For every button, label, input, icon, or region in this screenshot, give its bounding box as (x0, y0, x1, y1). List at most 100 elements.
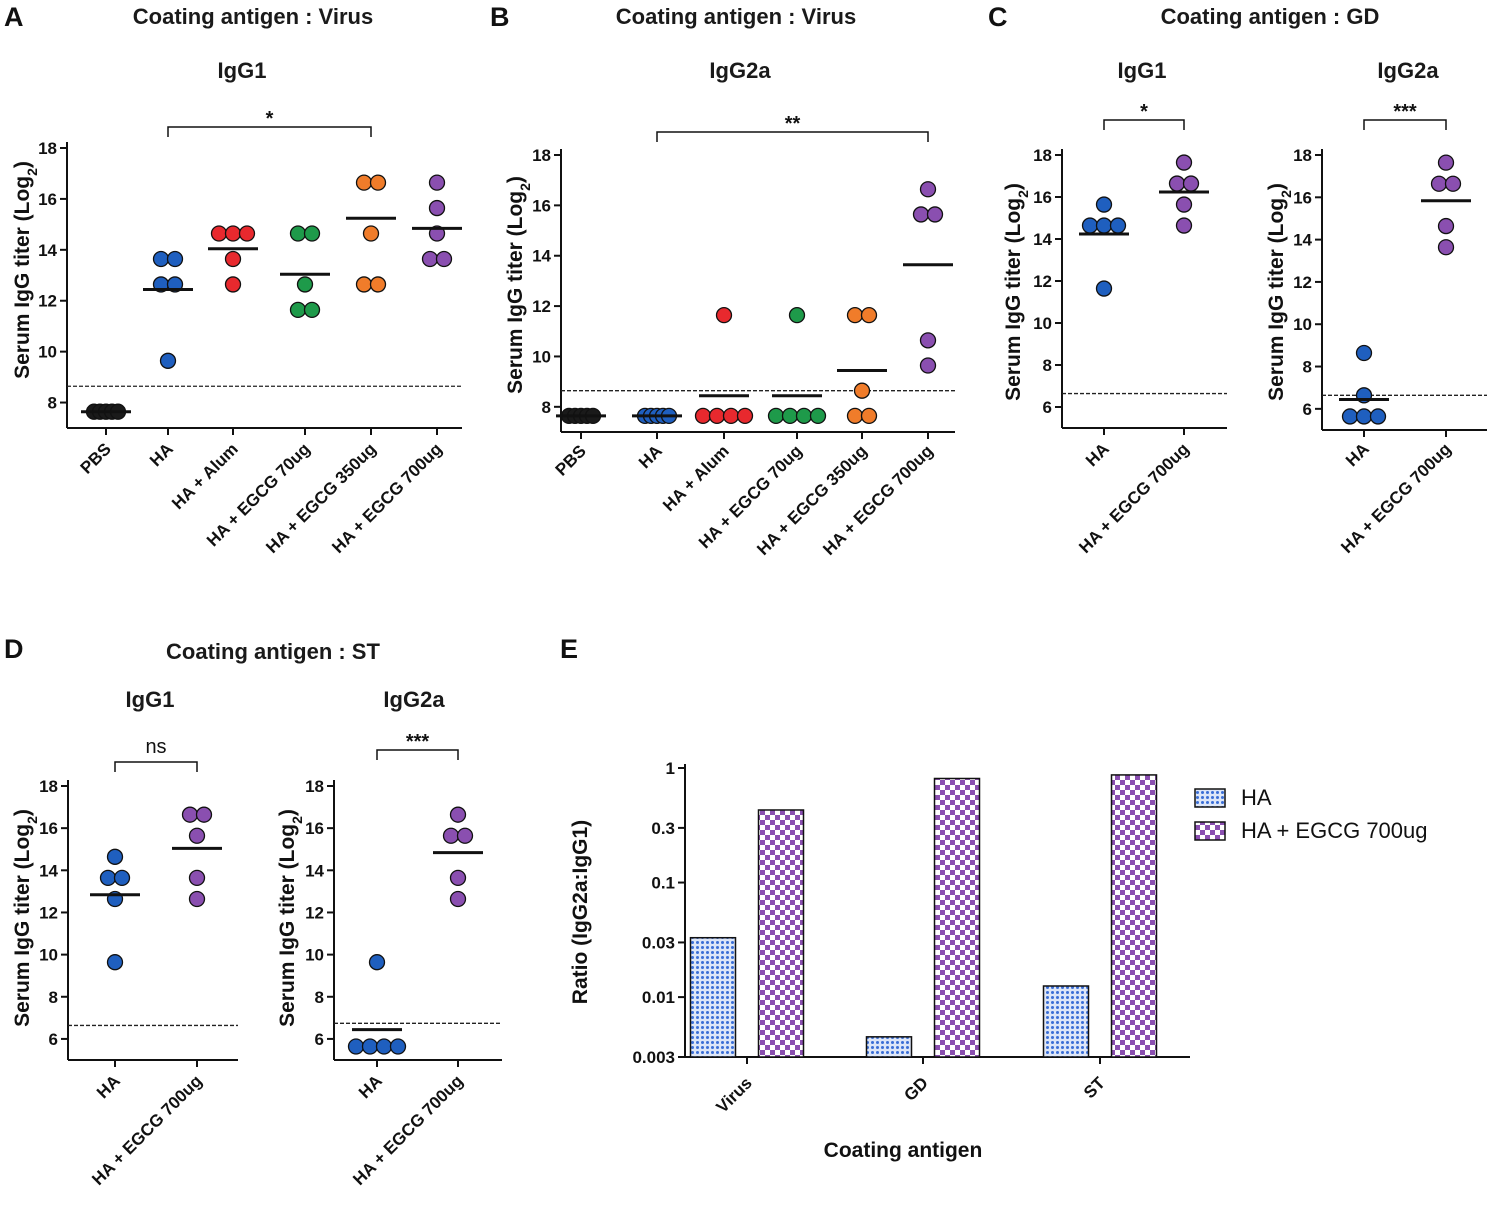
y-axis-label: Serum IgG titer (Log2) (1002, 183, 1031, 401)
subplot-title: IgG1 (218, 58, 267, 83)
x-tick-label: GD (900, 1073, 931, 1104)
y-tick-label: 10 (1033, 314, 1052, 333)
y-axis-label-sub: 2 (289, 816, 305, 824)
x-tick-label: HA + EGCG 700ug (819, 441, 937, 559)
panel-letter-d: D (4, 634, 24, 664)
significance-label: *** (406, 731, 430, 753)
x-tick-label: HA + EGCG 350ug (753, 441, 871, 559)
data-point (362, 225, 380, 242)
y-axis-label: Serum IgG titer (Log2) (504, 176, 533, 394)
panel-b: IgG2a Serum IgG titer (Log2) 8 10 12 14 16 18 PB… (504, 58, 955, 559)
panel-d1: IgG1 Serum IgG titer (Log2) 6 8 10 12 14 16 18 HA… (11, 687, 238, 1189)
y-tick-label: 12 (1293, 273, 1312, 292)
significance-bracket (1363, 119, 1447, 130)
y-axis-label-sub: 2 (1278, 190, 1294, 198)
subplot-title: IgG1 (1118, 58, 1167, 83)
data-point (919, 181, 937, 198)
data-point (347, 1038, 365, 1055)
data-point (449, 806, 467, 823)
y-tick-label: 8 (542, 398, 551, 417)
data-point (1369, 408, 1387, 425)
y-axis-label-sub: 2 (517, 183, 533, 191)
data-point (788, 307, 806, 324)
x-tick-label: HA (1342, 439, 1373, 470)
y-tick-label: 14 (1033, 230, 1052, 249)
y-axis-label-close: ) (504, 176, 527, 183)
y-tick-label: 0.01 (642, 988, 675, 1007)
x-tick-label: PBS (77, 439, 115, 477)
y-tick-label: 10 (38, 343, 57, 362)
bar (689, 936, 737, 1058)
y-tick-label: 0.3 (651, 819, 675, 838)
legend-swatch (1194, 821, 1226, 841)
data-point (355, 174, 373, 191)
data-point (860, 407, 878, 425)
data-point (389, 1038, 407, 1055)
y-tick-label: 8 (1043, 356, 1052, 375)
data-point (1355, 344, 1373, 362)
y-tick-label: 12 (39, 903, 58, 922)
panel-c2: IgG2a Serum IgG titer (Log2) 6 8 10 12 14 16 18 H… (1265, 58, 1487, 557)
data-point (1444, 175, 1462, 192)
data-point (442, 827, 460, 844)
data-point (195, 806, 213, 823)
y-axis-label: Serum IgG titer (Log2) (276, 809, 305, 1027)
data-point (1175, 196, 1193, 213)
y-tick-label: 12 (38, 292, 57, 311)
data-point (166, 250, 184, 268)
x-tick-label: HA + Alum (659, 441, 733, 515)
data-point (456, 827, 474, 844)
y-tick-label: 0.03 (642, 933, 675, 952)
panel-letter-e: E (560, 634, 578, 664)
y-axis-label-close: ) (11, 809, 34, 816)
x-tick-label: ST (1080, 1073, 1109, 1102)
y-tick-label: 18 (39, 777, 58, 796)
x-axis-label: Coating antigen (824, 1139, 983, 1162)
legend-swatch (1194, 788, 1226, 808)
y-tick-label: 14 (305, 861, 324, 880)
y-tick-label: 14 (39, 861, 58, 880)
data-point (919, 357, 937, 374)
data-point (181, 806, 199, 823)
bar (757, 809, 805, 1058)
y-tick-label: 12 (305, 903, 324, 922)
data-point (1175, 154, 1193, 171)
y-axis-label-close: ) (1265, 183, 1288, 190)
data-point (361, 1038, 379, 1055)
data-point (736, 407, 754, 425)
significance-bracket (376, 749, 459, 760)
bar (933, 777, 981, 1058)
data-point (224, 225, 242, 242)
data-point (1095, 217, 1113, 234)
data-point (289, 301, 307, 319)
data-point (722, 407, 740, 425)
data-point (1437, 217, 1455, 235)
y-tick-label: 14 (532, 247, 551, 266)
bar (865, 1036, 913, 1058)
data-point (860, 307, 878, 324)
x-tick-label: PBS (552, 441, 590, 479)
data-point (421, 250, 439, 268)
significance-bracket (114, 761, 198, 772)
data-point (152, 250, 170, 268)
panel-c1: IgG1 Serum IgG titer (Log2) 6 8 10 12 14 16 18 HA… (1002, 58, 1227, 557)
y-axis-label-sub: 2 (24, 816, 40, 824)
y-axis-label-main: Serum IgG titer (Log (11, 176, 34, 379)
y-axis-label: Serum IgG titer (Log2) (11, 809, 40, 1027)
data-point (1430, 175, 1448, 192)
y-tick-label: 10 (39, 946, 58, 965)
bar (1042, 985, 1090, 1058)
y-tick-label: 18 (1033, 146, 1052, 165)
y-axis-label-close: ) (11, 161, 34, 168)
y-tick-label: 10 (1293, 315, 1312, 334)
x-tick-label: HA (355, 1071, 386, 1102)
data-point (1182, 175, 1200, 192)
y-tick-label: 0.003 (632, 1048, 675, 1067)
y-tick-label: 0.1 (651, 874, 675, 893)
panel-c-title: Coating antigen : GD (1161, 4, 1380, 29)
y-tick-label: 10 (532, 347, 551, 366)
data-point (428, 199, 446, 217)
y-tick-label: 16 (1293, 188, 1312, 207)
y-axis-label: Serum IgG titer (Log2) (11, 161, 40, 379)
y-tick-label: 18 (532, 146, 551, 165)
